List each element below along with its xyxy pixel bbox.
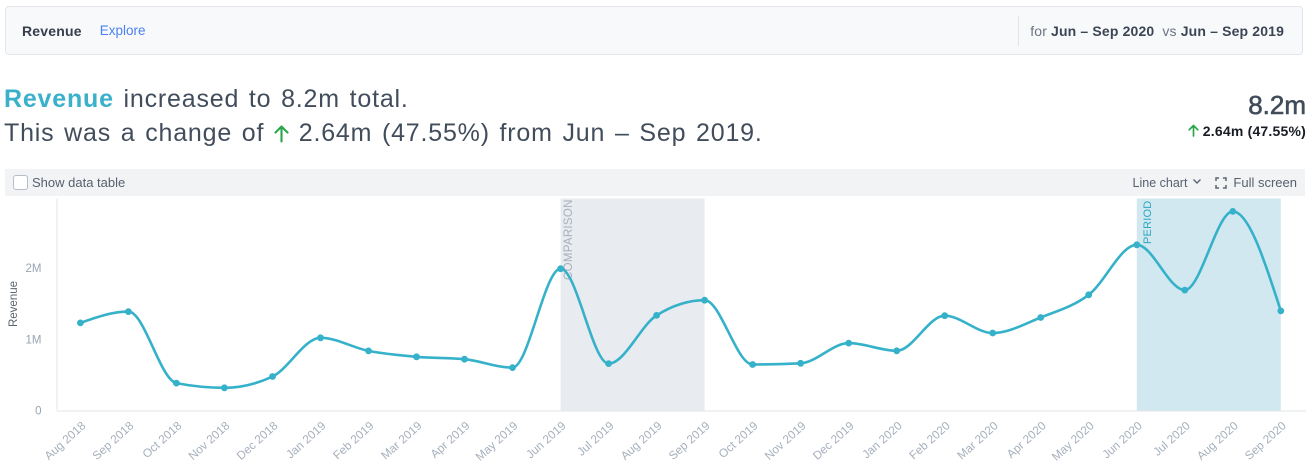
svg-text:2M: 2M — [26, 263, 42, 275]
svg-text:Apr 2019: Apr 2019 — [428, 419, 473, 461]
svg-text:Jul 2020: Jul 2020 — [1150, 418, 1193, 459]
svg-text:Sep 2018: Sep 2018 — [90, 418, 137, 462]
svg-text:Revenue: Revenue — [8, 281, 20, 327]
svg-text:Sep 2019: Sep 2019 — [666, 419, 713, 463]
svg-text:Dec 2019: Dec 2019 — [810, 419, 857, 463]
svg-text:Jul 2019: Jul 2019 — [574, 419, 617, 459]
svg-text:Nov 2018: Nov 2018 — [186, 418, 233, 462]
svg-text:May 2020: May 2020 — [1049, 418, 1097, 463]
svg-text:0: 0 — [35, 406, 41, 418]
svg-text:COMPARISON: COMPARISON — [563, 199, 575, 280]
svg-text:Mar 2020: Mar 2020 — [954, 418, 1001, 462]
svg-text:Apr 2020: Apr 2020 — [1004, 418, 1049, 461]
svg-text:Sep 2020: Sep 2020 — [1242, 418, 1289, 462]
svg-text:Mar 2019: Mar 2019 — [378, 419, 424, 463]
svg-text:Jun 2019: Jun 2019 — [523, 419, 568, 462]
svg-text:Aug 2018: Aug 2018 — [42, 418, 89, 462]
svg-text:Jun 2020: Jun 2020 — [1099, 418, 1145, 461]
svg-text:May 2019: May 2019 — [473, 419, 521, 464]
svg-text:Feb 2020: Feb 2020 — [906, 418, 953, 462]
svg-text:Oct 2019: Oct 2019 — [716, 419, 761, 461]
svg-text:Dec 2018: Dec 2018 — [234, 418, 281, 462]
svg-text:PERIOD: PERIOD — [1142, 201, 1154, 244]
svg-text:Feb 2019: Feb 2019 — [330, 419, 376, 463]
svg-text:Aug 2020: Aug 2020 — [1194, 418, 1241, 462]
svg-text:Oct 2018: Oct 2018 — [139, 418, 184, 461]
svg-text:Jan 2019: Jan 2019 — [283, 419, 328, 462]
svg-text:Nov 2019: Nov 2019 — [762, 419, 809, 463]
svg-text:Aug 2019: Aug 2019 — [618, 419, 665, 463]
svg-text:Jan 2020: Jan 2020 — [859, 418, 905, 461]
svg-text:1M: 1M — [26, 335, 42, 347]
